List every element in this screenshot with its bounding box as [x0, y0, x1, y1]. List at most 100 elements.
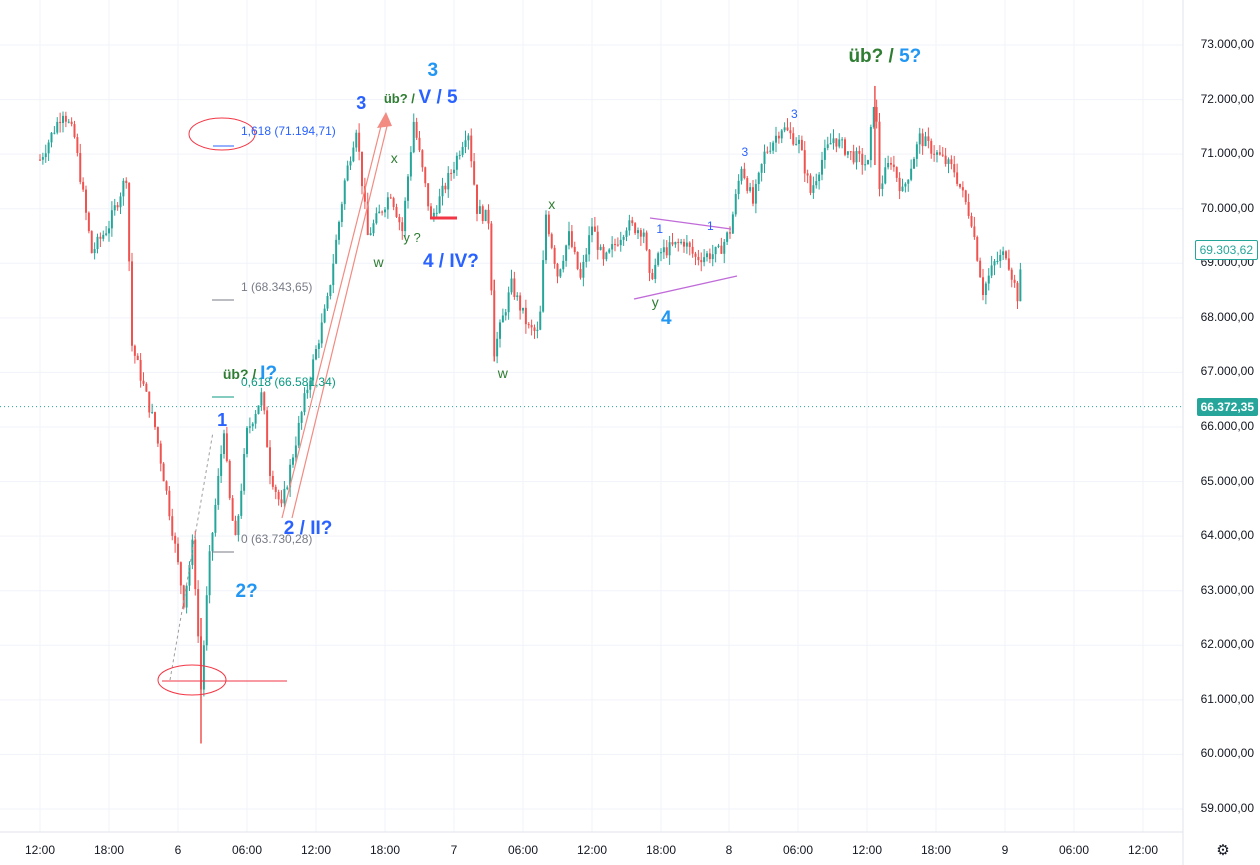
candle-body — [729, 232, 731, 234]
candle-body — [990, 265, 993, 276]
candle-body — [53, 132, 56, 134]
candle-body — [585, 254, 588, 262]
candle-body — [999, 254, 1002, 262]
candle-body — [243, 453, 246, 491]
candle-body — [139, 359, 142, 381]
candle-body — [898, 177, 901, 192]
candle-body — [148, 391, 151, 413]
candle-body — [619, 239, 622, 246]
candle-body — [711, 254, 714, 260]
candle-body — [424, 167, 427, 184]
candle-body — [642, 232, 645, 237]
fib-level-label: 0 (63.730,28) — [241, 532, 313, 546]
candle-body — [39, 159, 41, 161]
candle-body — [263, 392, 266, 411]
candle-body — [303, 393, 306, 413]
candle-body — [524, 307, 527, 325]
candle-body — [73, 124, 76, 138]
price-tick-label: 63.000,00 — [1200, 582, 1254, 597]
candle-body — [47, 142, 50, 154]
candle-body — [1007, 258, 1010, 270]
candle-body — [662, 247, 665, 253]
candle-body — [631, 220, 634, 224]
candle-body — [237, 515, 240, 536]
time-tick-label: 6 — [174, 843, 182, 857]
candle-body — [984, 283, 987, 296]
candle-body — [677, 241, 680, 244]
price-tick-label: 68.000,00 — [1200, 309, 1254, 324]
candle-body — [769, 150, 772, 152]
time-tick-label: 18:00 — [920, 843, 952, 857]
wave-arrow — [281, 121, 383, 519]
candle-body — [516, 295, 519, 297]
candle-body — [878, 121, 881, 190]
triangle-lower — [633, 275, 738, 300]
candle-body — [372, 223, 375, 234]
candle-body — [329, 285, 332, 296]
wave-label: 2? — [235, 581, 258, 603]
wave-label: x — [390, 149, 398, 166]
candle-body — [596, 231, 599, 250]
candle-body — [93, 249, 96, 254]
candle-body — [197, 589, 200, 637]
candle-body — [1005, 251, 1007, 259]
candle-body — [884, 167, 887, 184]
candle-body — [358, 132, 361, 152]
candle-body — [136, 355, 139, 360]
candle-body — [838, 139, 841, 147]
candle-body — [194, 539, 197, 590]
price-tick-label: 65.000,00 — [1200, 473, 1254, 488]
candle-body — [67, 121, 70, 123]
candle-body — [499, 322, 501, 339]
candle-body — [683, 241, 685, 247]
candle-body — [519, 295, 522, 311]
candle-body — [412, 121, 415, 153]
candle-body — [395, 206, 398, 217]
candle-body — [660, 252, 662, 254]
settings-icon[interactable]: ⚙ — [1216, 842, 1230, 859]
time-tick-label: 12:00 — [1127, 843, 1159, 857]
candle-body — [343, 180, 346, 205]
candle-body — [90, 231, 93, 254]
candle-body — [737, 180, 740, 195]
fib-level-label: 0,618 (66.581,34) — [241, 375, 336, 389]
candle-body — [323, 308, 326, 323]
crosshair-price-tag: 66.372,35 — [1196, 398, 1258, 416]
candle-body — [933, 153, 936, 155]
candle-body — [950, 159, 953, 165]
candle-body — [102, 234, 105, 239]
candle-body — [447, 172, 450, 190]
candle-body — [671, 242, 674, 245]
candle-body — [369, 233, 372, 236]
candle-body — [973, 226, 976, 238]
price-tick-label: 67.000,00 — [1200, 364, 1254, 379]
candle-body — [608, 249, 611, 253]
candle-body — [473, 161, 476, 185]
candle-body — [82, 181, 85, 190]
candle-body — [185, 585, 188, 608]
candle-body — [588, 235, 591, 255]
candle-body — [823, 147, 826, 160]
candle-body — [680, 241, 683, 244]
candle-body — [96, 236, 99, 250]
candle-body — [87, 212, 90, 232]
candle-body — [553, 247, 556, 264]
candle-body — [312, 359, 315, 381]
candle-body — [76, 137, 79, 154]
candle-body — [841, 139, 844, 141]
candle-body — [352, 147, 355, 162]
candle-body — [453, 169, 455, 174]
wave-label: w — [373, 253, 384, 270]
candle-body — [556, 263, 559, 277]
candle-body — [223, 433, 225, 455]
candle-body — [401, 222, 404, 232]
candle-body — [430, 206, 432, 217]
candle-body — [168, 490, 171, 517]
candle-body — [113, 205, 116, 211]
candle-body — [723, 241, 726, 254]
candle-body — [381, 211, 384, 213]
wave-label: 3 — [741, 145, 749, 160]
candle-body — [44, 153, 47, 158]
candle-body — [533, 327, 536, 331]
